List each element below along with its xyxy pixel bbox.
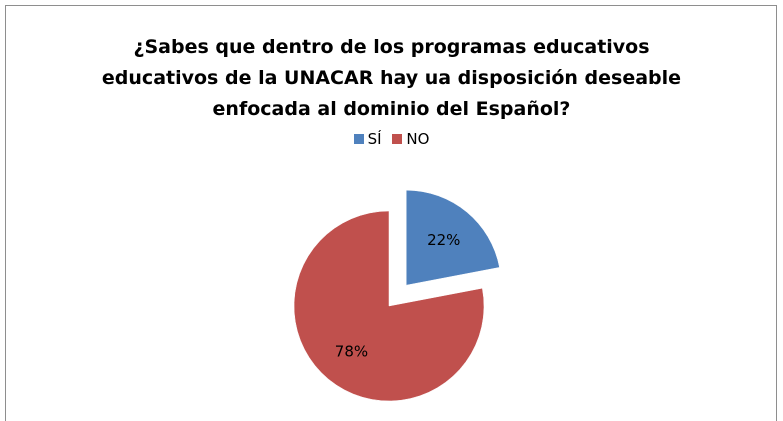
chart-title-line-3: enfocada al dominio del Español? bbox=[212, 98, 571, 120]
chart-legend: SÍ NO bbox=[0, 130, 783, 148]
chart-title-line-1: ¿Sabes que dentro de los programas educa… bbox=[133, 36, 650, 58]
legend-item-no: NO bbox=[392, 130, 429, 148]
slice-label-si: 22% bbox=[427, 231, 460, 249]
pie-slice-no bbox=[293, 210, 485, 402]
legend-label-no: NO bbox=[406, 130, 430, 148]
legend-swatch-si bbox=[353, 134, 364, 144]
pie-slice-si bbox=[405, 189, 500, 286]
slice-label-no: 78% bbox=[335, 342, 368, 360]
chart-title: ¿Sabes que dentro de los programas educa… bbox=[0, 32, 783, 125]
pie-slices bbox=[293, 189, 500, 402]
legend-item-si: SÍ bbox=[353, 130, 382, 148]
chart-title-line-2: educativos de la UNACAR hay ua disposici… bbox=[101, 67, 682, 89]
legend-swatch-no bbox=[392, 134, 403, 144]
legend-label-si: SÍ bbox=[367, 130, 382, 148]
